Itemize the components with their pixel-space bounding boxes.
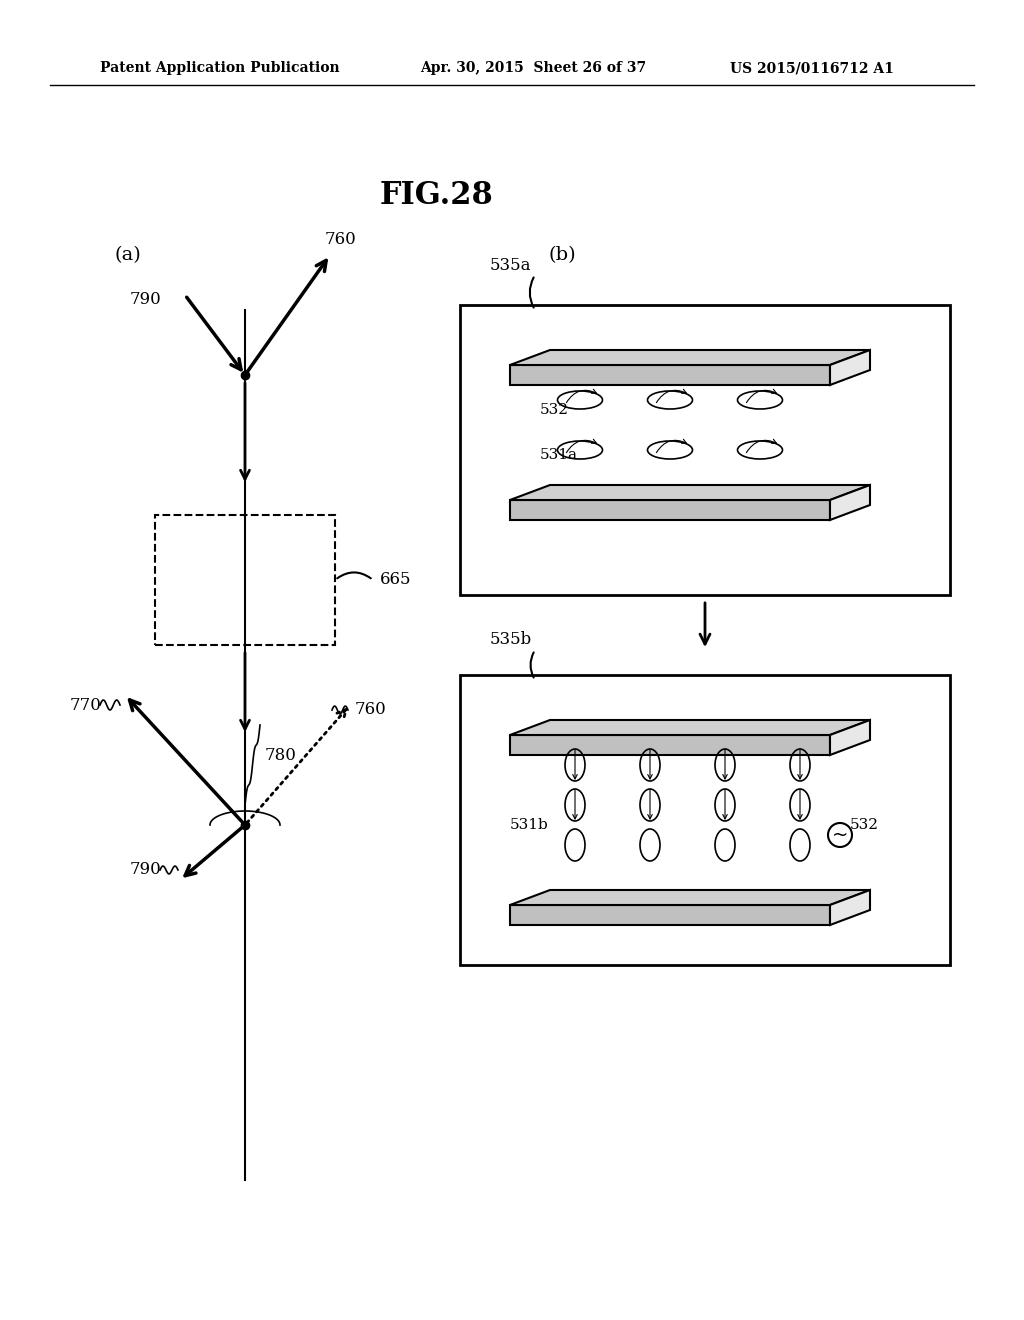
Text: Apr. 30, 2015  Sheet 26 of 37: Apr. 30, 2015 Sheet 26 of 37 (420, 61, 646, 75)
Text: FIG.28: FIG.28 (380, 180, 494, 210)
Polygon shape (510, 890, 870, 906)
Polygon shape (510, 350, 870, 366)
Polygon shape (510, 484, 870, 500)
Text: 531b: 531b (510, 818, 549, 832)
Polygon shape (830, 350, 870, 385)
Text: 790: 790 (130, 862, 162, 879)
Text: ~: ~ (831, 825, 848, 845)
Text: 532: 532 (850, 818, 879, 832)
Polygon shape (510, 719, 870, 735)
Text: (a): (a) (115, 246, 141, 264)
Text: 760: 760 (325, 231, 356, 248)
Polygon shape (830, 719, 870, 755)
Polygon shape (510, 500, 830, 520)
Text: US 2015/0116712 A1: US 2015/0116712 A1 (730, 61, 894, 75)
Text: 532: 532 (540, 403, 569, 417)
Text: 790: 790 (130, 292, 162, 309)
Text: 535a: 535a (490, 256, 531, 273)
Text: 760: 760 (355, 701, 387, 718)
Polygon shape (510, 906, 830, 925)
Text: (b): (b) (548, 246, 575, 264)
Polygon shape (510, 366, 830, 385)
FancyBboxPatch shape (460, 675, 950, 965)
FancyArrowPatch shape (337, 573, 371, 578)
Text: Patent Application Publication: Patent Application Publication (100, 61, 340, 75)
Polygon shape (830, 484, 870, 520)
Text: 531a: 531a (540, 447, 578, 462)
Text: 770: 770 (70, 697, 101, 714)
FancyBboxPatch shape (155, 515, 335, 645)
Polygon shape (510, 735, 830, 755)
Text: 665: 665 (380, 572, 412, 589)
Text: 535b: 535b (490, 631, 532, 648)
FancyBboxPatch shape (460, 305, 950, 595)
Text: 780: 780 (265, 747, 297, 763)
FancyArrowPatch shape (530, 652, 534, 677)
Polygon shape (830, 890, 870, 925)
FancyArrowPatch shape (529, 277, 534, 308)
